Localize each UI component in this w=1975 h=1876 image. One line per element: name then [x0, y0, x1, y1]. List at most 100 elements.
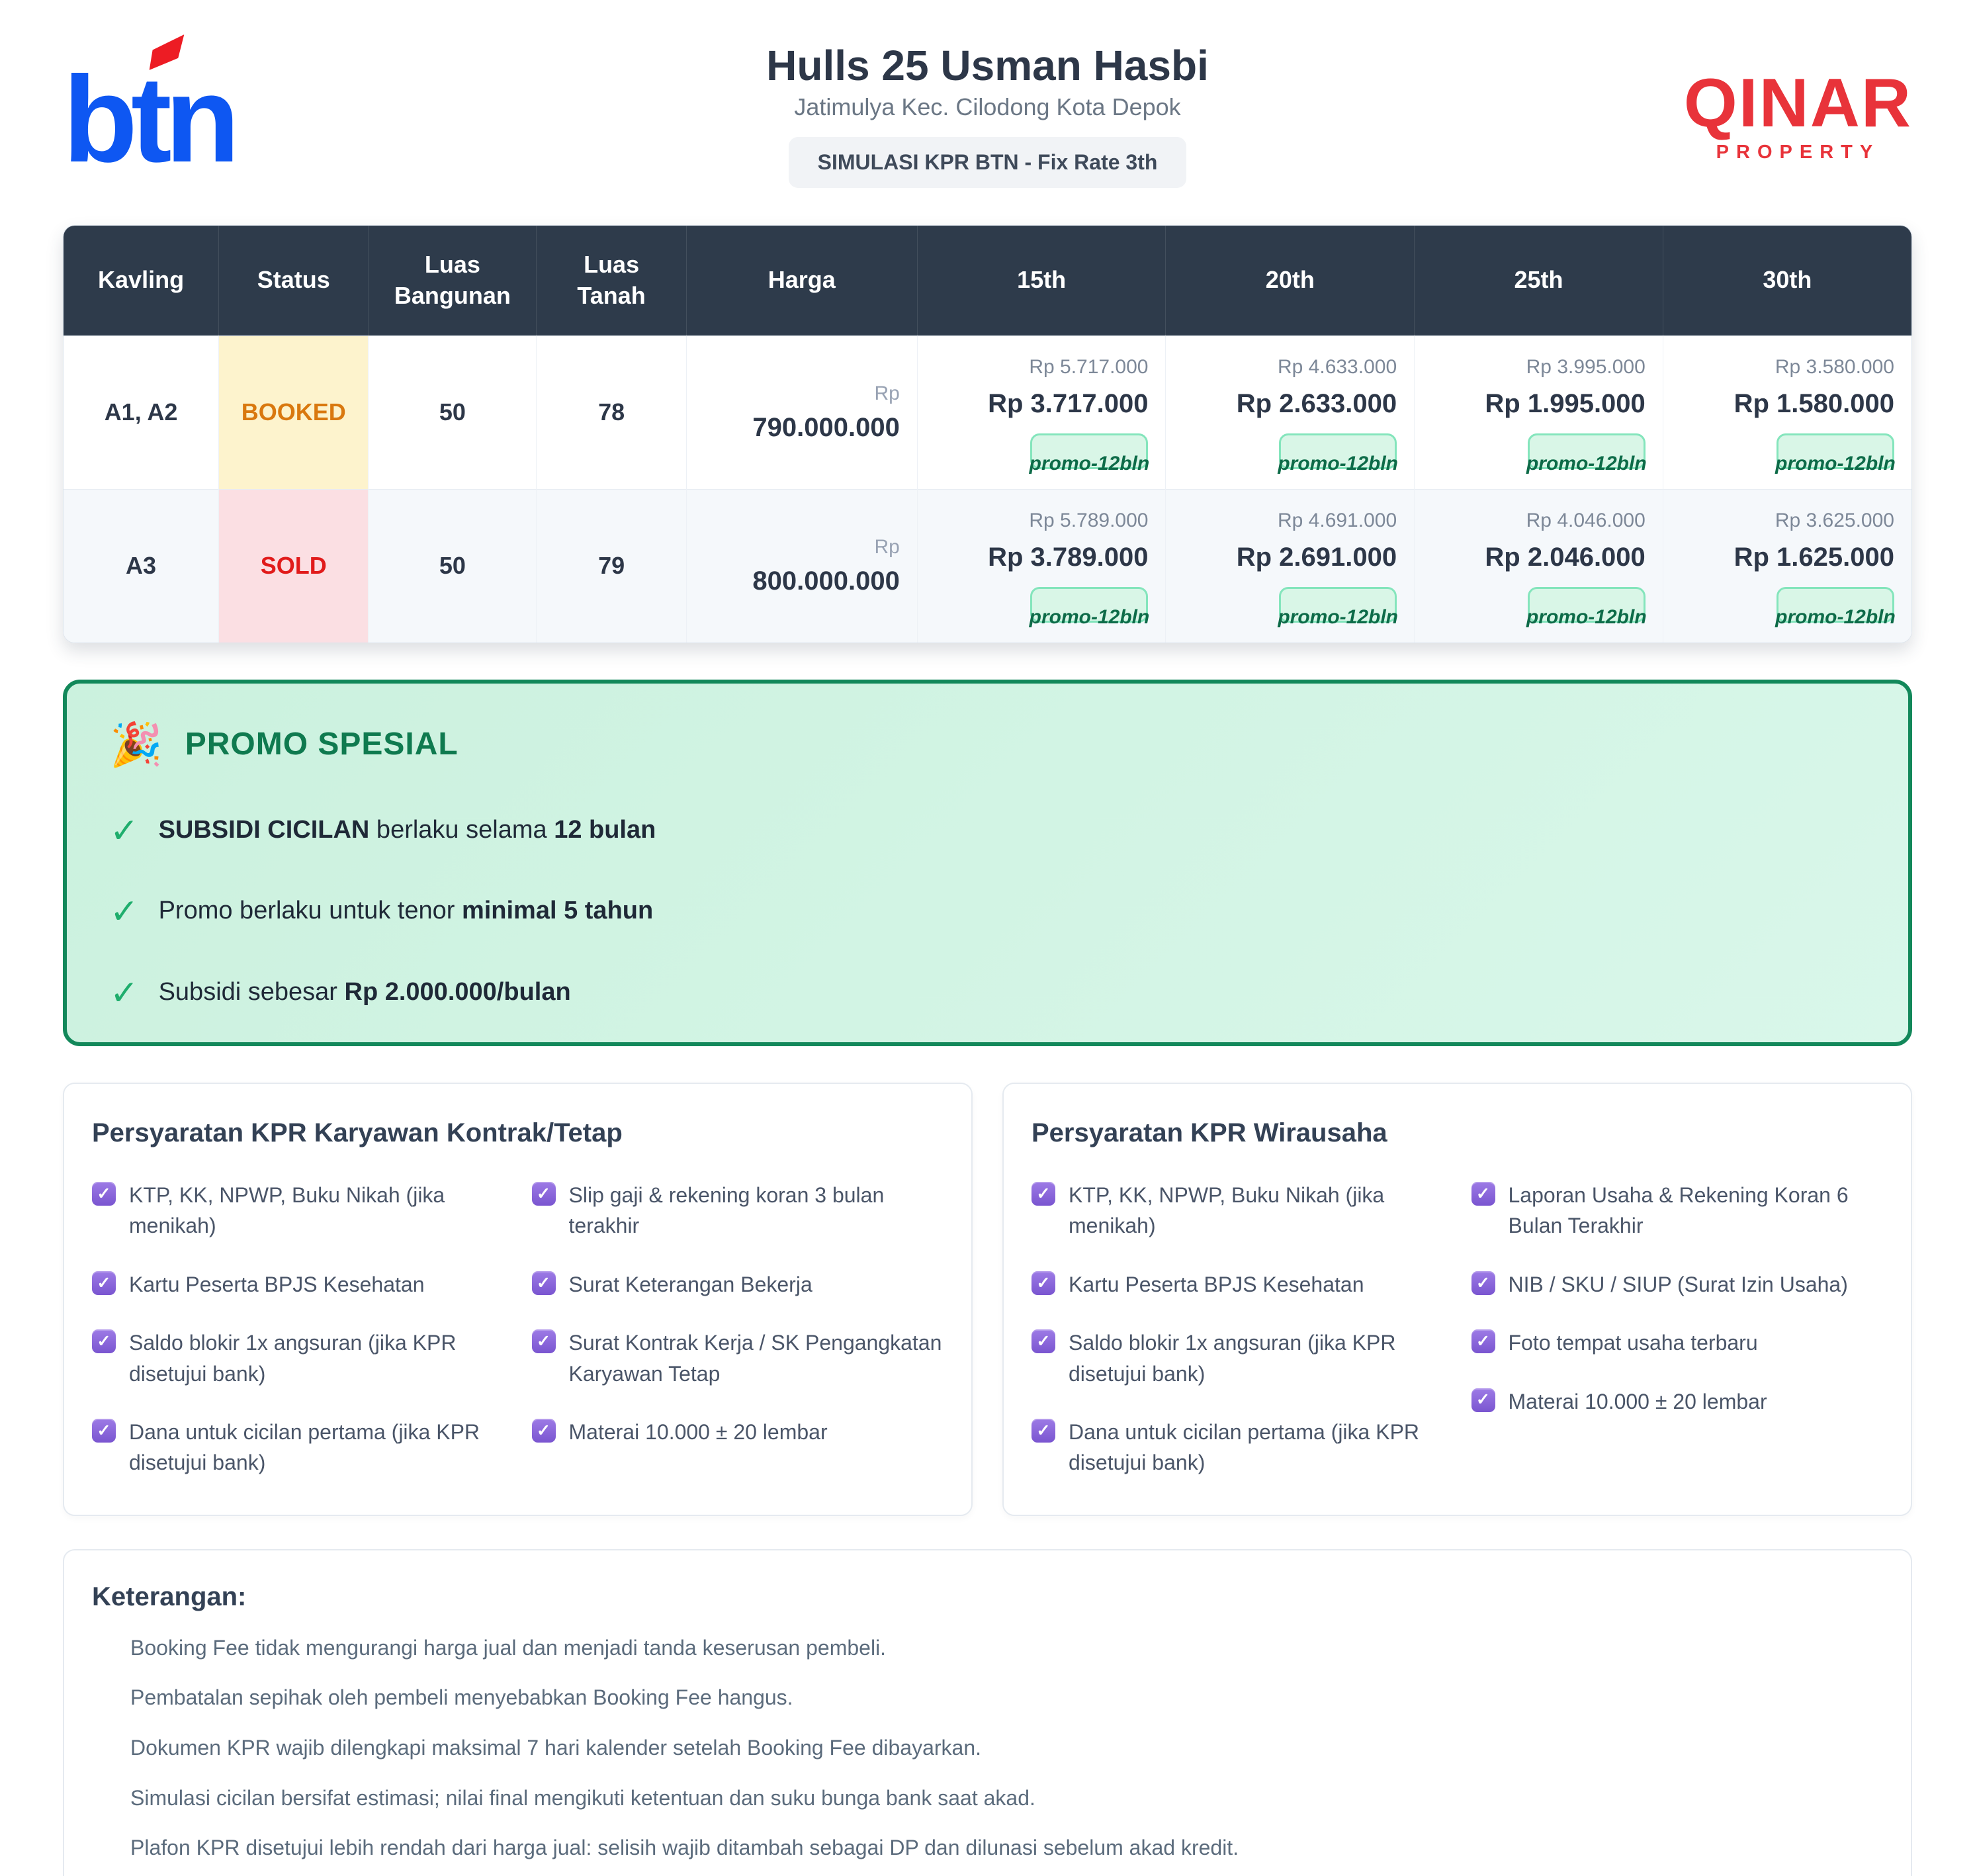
- checkbox-checked-icon: ✓: [1471, 1271, 1495, 1295]
- qinar-logo-subtext: PROPERTY: [1716, 141, 1880, 163]
- promo-badge-label: promo-12bln: [1278, 452, 1398, 474]
- column-header: 30th: [1663, 226, 1911, 336]
- checkbox-checked-icon: ✓: [531, 1181, 556, 1206]
- checkbox-checked-icon: ✓: [1471, 1329, 1495, 1354]
- btn-bank-logo: btn: [63, 55, 288, 181]
- requirement-text: Foto tempat usaha terbaru: [1508, 1331, 1758, 1355]
- note-item: Simulasi cicilan bersifat estimasi; nila…: [130, 1785, 1035, 1810]
- status-badge: BOOKED: [218, 335, 369, 490]
- requirement-text: Materai 10.000 ± 20 lembar: [1508, 1389, 1767, 1413]
- promo-header: 🎉 PROMO SPESIAL: [110, 723, 1865, 766]
- tenor-normal-price: Rp 5.789.000: [1029, 509, 1149, 531]
- requirement-text: KTP, KK, NPWP, Buku Nikah (jika menikah): [1069, 1183, 1385, 1238]
- requirement-item: ✓ Kartu Peserta BPJS Kesehatan: [92, 1269, 504, 1300]
- notes-card: Keterangan: Booking Fee tidak mengurangi…: [63, 1548, 1912, 1876]
- requirement-item: ✓ Surat Keterangan Bekerja: [531, 1269, 944, 1300]
- requirements-title: Persyaratan KPR Wirausaha: [1031, 1118, 1387, 1147]
- requirements-columns: ✓ KTP, KK, NPWP, Buku Nikah (jika menikah…: [1031, 1180, 1883, 1478]
- promo-badge-label: promo-12bln: [1278, 605, 1398, 628]
- checkbox-checked-icon: ✓: [1031, 1329, 1055, 1354]
- checkbox-checked-icon: ✓: [92, 1271, 116, 1295]
- promo-badge-label: promo-12bln: [1775, 605, 1896, 628]
- promo-12bln-badge: promo-12bln: [1526, 433, 1647, 473]
- tenor-promo-price: Rp 1.580.000: [1734, 388, 1894, 418]
- column-header: 15th: [917, 226, 1166, 336]
- requirement-item: ✓ Materai 10.000 ± 20 lembar: [1471, 1386, 1884, 1417]
- requirement-item: ✓ Foto tempat usaha terbaru: [1471, 1327, 1884, 1358]
- checkbox-checked-icon: ✓: [531, 1271, 556, 1295]
- requirements-row: Persyaratan KPR Karyawan Kontrak/Tetap ✓ K…: [63, 1082, 1912, 1516]
- tenor-promo-price: Rp 3.789.000: [988, 542, 1149, 572]
- requirements-column: ✓ KTP, KK, NPWP, Buku Nikah (jika menikah…: [92, 1180, 504, 1478]
- promo-item-text: Promo berlaku untuk tenor minimal 5 tahu…: [158, 897, 654, 925]
- tenor-normal-price: Rp 5.717.000: [1029, 355, 1149, 378]
- requirements-columns: ✓ KTP, KK, NPWP, Buku Nikah (jika menikah…: [92, 1180, 944, 1478]
- checkmark-icon: ✓: [110, 811, 139, 850]
- tenor-cell: Rp 3.580.000 Rp 1.580.000 promo-12bln: [1663, 335, 1911, 490]
- checkbox-checked-icon: ✓: [531, 1418, 556, 1443]
- requirement-text: Laporan Usaha & Rekening Koran 6 Bulan T…: [1508, 1183, 1849, 1238]
- tenor-normal-price: Rp 3.995.000: [1526, 355, 1646, 378]
- requirement-item: ✓ KTP, KK, NPWP, Buku Nikah (jika menikah…: [92, 1180, 504, 1241]
- tenor-normal-price: Rp 3.625.000: [1775, 509, 1894, 531]
- tenor-cell: Rp 5.789.000 Rp 3.789.000 promo-12bln: [917, 488, 1166, 643]
- requirement-item: ✓ Dana untuk cicilan pertama (jika KPR di…: [1031, 1417, 1444, 1478]
- checkmark-icon: ✓: [110, 893, 139, 932]
- requirement-text: Kartu Peserta BPJS Kesehatan: [129, 1272, 425, 1296]
- promo-12bln-badge: promo-12bln: [1775, 433, 1896, 473]
- promo-item-text: SUBSIDI CICILAN berlaku selama 12 bulan: [158, 815, 656, 844]
- column-header: Luas Bangunan: [368, 226, 537, 336]
- promo-badge-label: promo-12bln: [1775, 452, 1896, 474]
- luas-tanah-cell: 79: [536, 488, 687, 643]
- promo-12bln-badge: promo-12bln: [1030, 586, 1149, 627]
- promo-12bln-badge: promo-12bln: [1278, 586, 1398, 627]
- requirement-text: Dana untuk cicilan pertama (jika KPR dis…: [129, 1419, 480, 1475]
- requirement-text: Surat Kontrak Kerja / SK Pengangkatan Ka…: [568, 1331, 942, 1386]
- requirement-text: Surat Keterangan Bekerja: [568, 1272, 812, 1296]
- harga-cell: Rp 800.000.000: [686, 488, 918, 643]
- promo-12bln-badge: promo-12bln: [1526, 586, 1647, 627]
- checkbox-checked-icon: ✓: [531, 1329, 556, 1354]
- tenor-normal-price: Rp 4.633.000: [1277, 355, 1397, 378]
- luas-tanah-cell: 78: [536, 335, 687, 490]
- table-row: A3 SOLD 50 79 Rp 800.000.000 Rp 5.789.000 Rp 3.…: [64, 488, 1911, 643]
- checkbox-checked-icon: ✓: [1031, 1418, 1055, 1443]
- promo-12bln-badge: promo-12bln: [1278, 433, 1398, 473]
- requirement-item: ✓ Dana untuk cicilan pertama (jika KPR di…: [92, 1417, 504, 1478]
- requirements-column: ✓ Laporan Usaha & Rekening Koran 6 Bulan …: [1471, 1180, 1884, 1478]
- promo-badge-label: promo-12bln: [1029, 605, 1150, 628]
- header: btn Hulls 25 Usman Hasbi Jatimulya Kec. …: [63, 36, 1912, 195]
- requirement-text: KTP, KK, NPWP, Buku Nikah (jika menikah): [129, 1183, 445, 1238]
- column-header: 25th: [1414, 226, 1663, 336]
- promo-card: 🎉 PROMO SPESIAL ✓ SUBSIDI CICILAN berlaku…: [63, 679, 1912, 1046]
- tenor-promo-price: Rp 1.995.000: [1485, 388, 1646, 418]
- page-subtitle: Jatimulya Kec. Cilodong Kota Depok: [794, 93, 1181, 121]
- kavling-cell: A3: [64, 488, 220, 643]
- tenor-normal-price: Rp 3.580.000: [1775, 355, 1894, 378]
- promo-badge-label: promo-12bln: [1526, 605, 1647, 628]
- requirement-text: Saldo blokir 1x angsuran (jika KPR diset…: [1069, 1331, 1396, 1386]
- promo-badge-label: promo-12bln: [1029, 452, 1150, 474]
- checkbox-checked-icon: ✓: [92, 1329, 116, 1354]
- promo-item: ✓ SUBSIDI CICILAN berlaku selama 12 bulan: [110, 811, 1865, 850]
- requirement-text: Dana untuk cicilan pertama (jika KPR dis…: [1069, 1419, 1420, 1475]
- tenor-cell: Rp 3.625.000 Rp 1.625.000 promo-12bln: [1663, 488, 1911, 643]
- promo-badge-label: promo-12bln: [1526, 452, 1647, 474]
- requirement-item: ✓ Slip gaji & rekening koran 3 bulan tera…: [531, 1180, 944, 1241]
- checkmark-icon: ✓: [110, 974, 139, 1013]
- requirement-item: ✓ KTP, KK, NPWP, Buku Nikah (jika menikah…: [1031, 1180, 1444, 1241]
- checkbox-checked-icon: ✓: [92, 1181, 116, 1206]
- column-header: Harga: [686, 226, 918, 336]
- qinar-property-logo: QINAR PROPERTY: [1684, 69, 1912, 163]
- kavling-cell: A1, A2: [64, 335, 220, 490]
- requirements-card: Persyaratan KPR Karyawan Kontrak/Tetap ✓ K…: [63, 1082, 973, 1516]
- column-header: Luas Tanah: [536, 226, 687, 336]
- promo-item-text: Subsidi sebesar Rp 2.000.000/bulan: [158, 978, 571, 1006]
- tenor-cell: Rp 4.633.000 Rp 2.633.000 promo-12bln: [1165, 335, 1415, 490]
- requirement-item: ✓ Materai 10.000 ± 20 lembar: [531, 1417, 944, 1447]
- requirements-column: ✓ Slip gaji & rekening koran 3 bulan tera…: [531, 1180, 944, 1478]
- promo-item: ✓ Subsidi sebesar Rp 2.000.000/bulan: [110, 974, 1865, 1013]
- checkbox-checked-icon: ✓: [1471, 1388, 1495, 1412]
- notes-title: Keterangan:: [92, 1582, 247, 1611]
